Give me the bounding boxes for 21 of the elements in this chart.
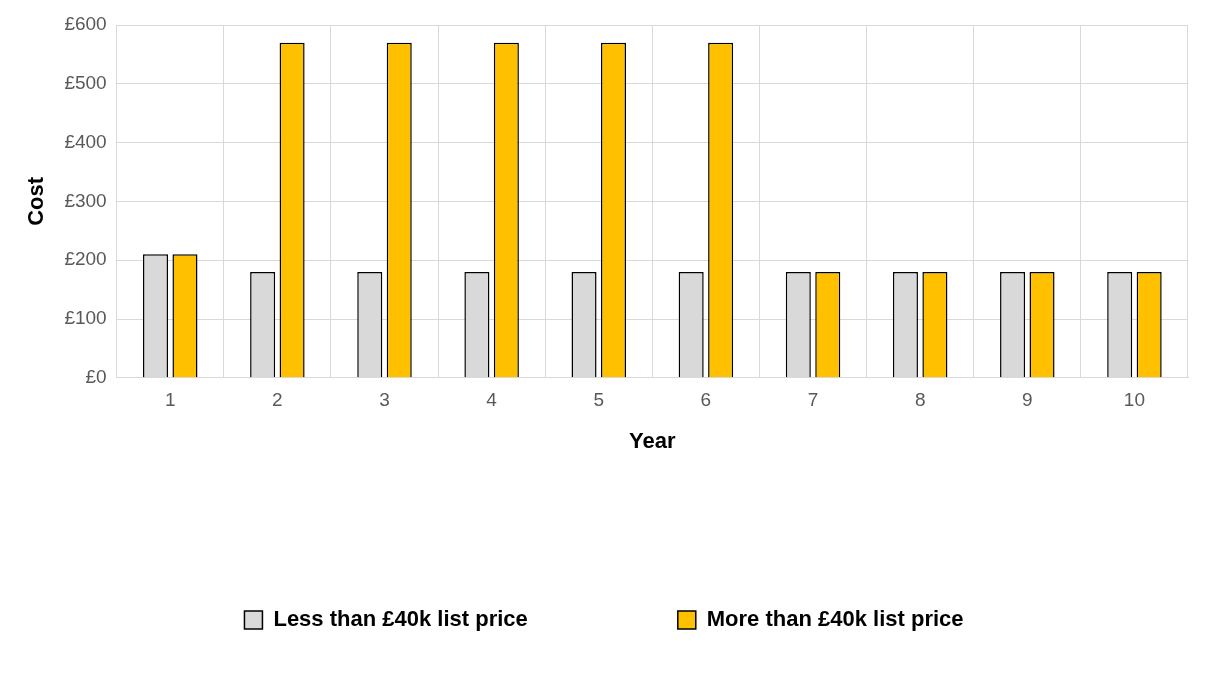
x-tick-label: 7 <box>807 389 819 411</box>
legend-label: Less than £40k list price <box>273 606 528 632</box>
x-tick-label: 2 <box>272 389 283 411</box>
y-axis-title: Cost <box>23 176 49 226</box>
y-tick-label: £500 <box>64 72 107 94</box>
x-tick-label: 3 <box>379 389 390 411</box>
x-tick-label: 10 <box>1123 389 1145 411</box>
y-tick-label: £200 <box>64 248 107 270</box>
legend-label: More than £40k list price <box>706 606 964 632</box>
y-tick-label: £300 <box>64 189 107 211</box>
y-tick-label: £600 <box>64 13 107 35</box>
y-tick-label: £0 <box>85 366 107 388</box>
x-axis-title: Year <box>629 427 677 453</box>
x-tick-label: 9 <box>1022 389 1033 411</box>
x-tick-label: 6 <box>700 389 712 411</box>
x-tick-label: 4 <box>486 389 498 411</box>
x-tick-label: 5 <box>593 389 605 411</box>
x-tick-label: 1 <box>164 389 176 411</box>
y-tick-label: £100 <box>64 307 107 329</box>
x-tick-label: 8 <box>914 389 926 411</box>
y-tick-label: £400 <box>64 130 107 152</box>
